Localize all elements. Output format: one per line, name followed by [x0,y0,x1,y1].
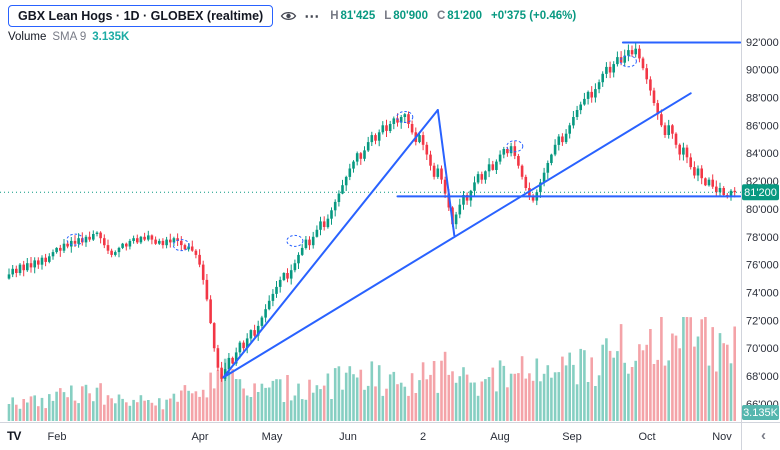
svg-text:68'000: 68'000 [746,371,779,383]
svg-text:90'000: 90'000 [746,65,779,77]
chevron-left-icon[interactable]: ‹ [761,427,766,444]
svg-text:74'000: 74'000 [746,288,779,300]
svg-text:May: May [262,431,283,443]
trendline[interactable] [436,109,456,237]
circle-annotation[interactable] [286,234,304,247]
svg-text:86'000: 86'000 [746,120,779,132]
volume-bars [7,317,736,421]
svg-text:Feb: Feb [48,431,67,443]
svg-text:Jun: Jun [339,431,357,443]
last-price-badge [742,184,779,201]
svg-text:88'000: 88'000 [746,93,779,105]
circle-annotation[interactable] [619,55,637,68]
indicator-value: 3.135K [92,31,130,43]
svg-text:70'000: 70'000 [746,343,779,355]
candlesticks [7,43,736,382]
svg-text:Sep: Sep [562,431,582,443]
trendline[interactable] [222,92,692,379]
svg-text:76'000: 76'000 [746,260,779,272]
low-value: L 80'900 [384,10,428,22]
symbol-title[interactable]: GBX Lean Hogs · 1D · GLOBEX (realtime) [8,5,274,27]
svg-text:78'000: 78'000 [746,232,779,244]
change-value: +0'375 (+0.46%) [491,10,577,22]
svg-text:84'000: 84'000 [746,148,779,160]
high-value: H 81'425 [330,10,376,22]
svg-text:72'000: 72'000 [746,315,779,327]
svg-text:81'200: 81'200 [744,187,777,199]
svg-text:Oct: Oct [638,431,655,443]
svg-text:80'000: 80'000 [746,204,779,216]
svg-text:Apr: Apr [191,431,208,443]
svg-text:92'000: 92'000 [746,37,779,49]
circle-annotation[interactable] [506,140,524,153]
svg-text:3.135K: 3.135K [743,407,779,419]
ohlc-readout: H 81'425 L 80'900 C 81'200 +0'375 (+0.46… [330,10,576,22]
close-value: C 81'200 [436,10,482,22]
symbol-legend-row: GBX Lean Hogs · 1D · GLOBEX (realtime) ⋯… [8,5,576,27]
axis-badges: 81'200 3.135K [742,184,779,420]
time-axis[interactable]: Feb Apr May Jun 2 Aug Sep Oct Nov [0,422,780,444]
tradingview-logo[interactable]: TV [7,429,21,443]
indicator-params: SMA 9 [52,31,87,43]
drawing-tools[interactable] [66,41,742,379]
svg-text:2: 2 [420,431,426,443]
volume-indicator-legend[interactable]: Volume SMA 9 3.135K [8,31,129,43]
volume-badge [742,405,779,420]
svg-text:Aug: Aug [490,431,510,443]
circle-annotation[interactable] [172,239,190,252]
svg-text:Nov: Nov [712,431,732,443]
trendline[interactable] [222,109,439,379]
indicator-name: Volume [8,31,47,43]
circle-annotation[interactable] [66,233,84,246]
price-axis[interactable]: 92'00090'00088'00086'00084'00082'00080'0… [741,0,779,450]
more-options-icon[interactable]: ⋯ [304,7,320,25]
circle-annotation[interactable] [396,111,414,123]
eye-icon[interactable] [280,10,297,22]
